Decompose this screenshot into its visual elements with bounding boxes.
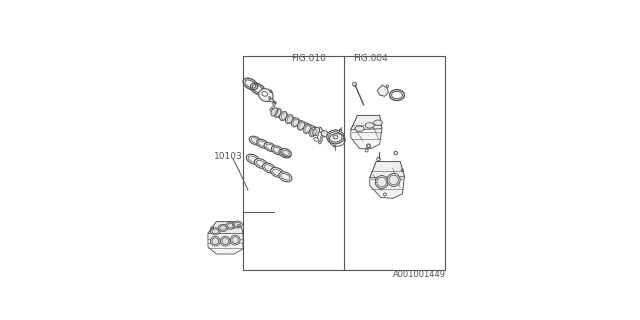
Polygon shape — [370, 162, 404, 178]
Polygon shape — [317, 127, 324, 134]
Ellipse shape — [257, 140, 269, 148]
Ellipse shape — [226, 222, 236, 229]
Ellipse shape — [291, 118, 299, 127]
Circle shape — [211, 236, 220, 246]
Ellipse shape — [255, 159, 268, 169]
Ellipse shape — [355, 126, 364, 132]
Ellipse shape — [232, 221, 243, 228]
Ellipse shape — [271, 146, 284, 155]
Circle shape — [230, 235, 240, 245]
Ellipse shape — [365, 123, 374, 128]
Ellipse shape — [281, 149, 291, 157]
Polygon shape — [378, 85, 388, 96]
Ellipse shape — [259, 89, 273, 101]
Circle shape — [387, 173, 400, 187]
Text: FIG.004: FIG.004 — [353, 54, 387, 63]
Circle shape — [375, 176, 388, 188]
Polygon shape — [208, 222, 243, 254]
Polygon shape — [370, 162, 404, 198]
Polygon shape — [268, 97, 276, 104]
Ellipse shape — [218, 224, 228, 231]
Polygon shape — [351, 116, 382, 130]
Ellipse shape — [246, 154, 259, 164]
Ellipse shape — [274, 108, 282, 117]
Ellipse shape — [271, 108, 278, 116]
Bar — [243, 56, 445, 270]
Ellipse shape — [271, 167, 284, 177]
Ellipse shape — [279, 172, 292, 182]
Ellipse shape — [333, 135, 338, 139]
Ellipse shape — [269, 99, 274, 102]
Ellipse shape — [327, 130, 344, 144]
Ellipse shape — [280, 111, 287, 121]
Polygon shape — [208, 222, 243, 233]
Ellipse shape — [279, 149, 291, 158]
Ellipse shape — [309, 127, 317, 137]
Ellipse shape — [264, 143, 276, 152]
Ellipse shape — [262, 163, 276, 173]
Text: 10103: 10103 — [214, 152, 243, 161]
Ellipse shape — [313, 127, 319, 136]
Ellipse shape — [303, 124, 311, 133]
Ellipse shape — [211, 228, 220, 235]
Ellipse shape — [374, 120, 383, 125]
Ellipse shape — [297, 121, 305, 130]
Text: A001001449: A001001449 — [393, 270, 446, 279]
Text: FIG.010: FIG.010 — [291, 54, 326, 63]
Ellipse shape — [249, 136, 261, 145]
Polygon shape — [351, 116, 382, 149]
Polygon shape — [273, 110, 318, 133]
Ellipse shape — [321, 131, 328, 137]
Circle shape — [220, 236, 230, 246]
Ellipse shape — [285, 115, 293, 124]
